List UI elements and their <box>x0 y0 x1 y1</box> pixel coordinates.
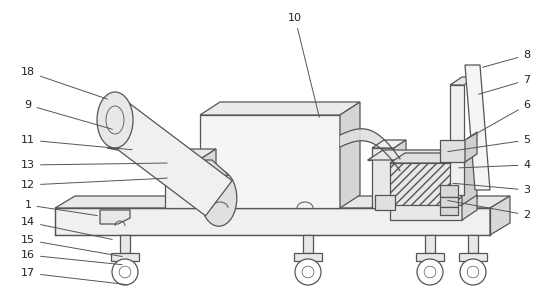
Bar <box>390 205 462 220</box>
Polygon shape <box>197 160 229 175</box>
Bar <box>416 253 444 261</box>
Bar <box>165 158 202 208</box>
Polygon shape <box>465 132 477 162</box>
Text: 4: 4 <box>459 160 531 170</box>
Bar <box>372 148 394 208</box>
Polygon shape <box>390 153 477 163</box>
Polygon shape <box>368 150 445 160</box>
Bar <box>450 85 464 195</box>
Bar <box>200 115 340 208</box>
Bar <box>440 185 458 197</box>
Text: 7: 7 <box>479 75 531 94</box>
Polygon shape <box>490 196 510 235</box>
Polygon shape <box>340 102 360 208</box>
Text: 13: 13 <box>21 160 167 170</box>
Text: 10: 10 <box>288 13 319 117</box>
Text: 15: 15 <box>21 235 122 257</box>
Text: 1: 1 <box>25 200 97 215</box>
Bar <box>468 235 478 253</box>
Bar <box>440 207 458 215</box>
Polygon shape <box>55 196 510 208</box>
Polygon shape <box>107 148 183 160</box>
Text: 17: 17 <box>21 268 127 285</box>
Bar <box>55 208 490 235</box>
Polygon shape <box>165 149 216 158</box>
Bar <box>111 253 139 261</box>
Bar <box>294 253 322 261</box>
Text: 3: 3 <box>453 183 530 195</box>
Text: 16: 16 <box>21 250 122 265</box>
Polygon shape <box>100 210 130 224</box>
Polygon shape <box>202 149 216 208</box>
Text: 18: 18 <box>21 67 107 99</box>
Bar <box>120 235 130 253</box>
Polygon shape <box>200 102 360 115</box>
Circle shape <box>417 259 443 285</box>
Polygon shape <box>462 153 477 208</box>
Ellipse shape <box>201 170 237 226</box>
Text: 2: 2 <box>448 201 531 220</box>
Polygon shape <box>394 140 406 208</box>
Text: 9: 9 <box>25 100 112 129</box>
Bar <box>425 235 435 253</box>
Polygon shape <box>450 77 476 85</box>
Text: 14: 14 <box>21 217 112 239</box>
Text: 11: 11 <box>21 135 132 150</box>
Polygon shape <box>465 65 490 190</box>
Circle shape <box>460 259 486 285</box>
Polygon shape <box>102 102 232 216</box>
Ellipse shape <box>97 92 133 148</box>
Text: 12: 12 <box>21 178 167 190</box>
Circle shape <box>295 259 321 285</box>
Text: 8: 8 <box>483 50 531 67</box>
Polygon shape <box>462 195 477 220</box>
Bar <box>375 195 395 210</box>
Bar <box>440 140 465 162</box>
Polygon shape <box>372 140 406 148</box>
Text: 5: 5 <box>448 135 530 152</box>
Bar <box>390 163 462 208</box>
Bar <box>459 253 487 261</box>
Bar <box>303 235 313 253</box>
Bar <box>440 197 458 207</box>
Circle shape <box>112 259 138 285</box>
Text: 6: 6 <box>468 100 530 139</box>
